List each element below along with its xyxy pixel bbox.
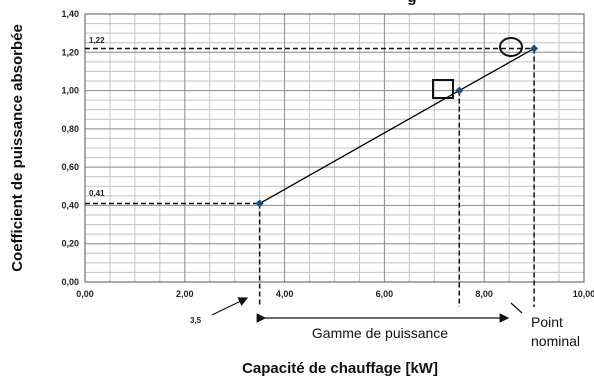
y-tick-label: 1,40 (61, 9, 79, 19)
y-tick-label: 0,20 (61, 239, 79, 249)
y-tick-label: 0,40 (61, 200, 79, 210)
plot-frame (84, 13, 585, 283)
annot-x-low-arrow (211, 297, 249, 316)
y-tick-labels: 0,00 0,20 0,40 0,60 0,80 1,00 1,20 1,40 (61, 9, 79, 287)
nominal-pointer (510, 302, 523, 314)
y-axis-title: Coefficient de puissance absorbée (9, 24, 26, 272)
data-point (455, 86, 464, 95)
highlight-square (432, 79, 454, 99)
data-point (255, 199, 264, 208)
highlight-circle (499, 37, 523, 57)
x-tick-label: 6,00 (376, 289, 394, 299)
range-label: Gamme de puissance (312, 325, 448, 341)
nominal-label-line1: Point (531, 314, 563, 330)
x-tick-label: 10,00 (573, 289, 594, 299)
x-tick-label: 4,00 (276, 289, 294, 299)
y-tick-label: 0,80 (61, 124, 79, 134)
x-axis-title: Capacité de chauffage [kW] (242, 360, 438, 377)
y-tick-label: 0,00 (61, 277, 79, 287)
grid-minor (85, 14, 584, 282)
x-tick-label: 0,00 (76, 289, 94, 299)
x-tick-labels: 0,00 2,00 4,00 6,00 8,00 10,00 (76, 289, 594, 299)
annot-x-low: 3,5 (190, 316, 202, 325)
title-fragment: g (407, 0, 416, 6)
x-tick-label: 2,00 (176, 289, 194, 299)
nominal-label-line2: nominal (531, 333, 580, 349)
y-tick-label: 1,20 (61, 47, 79, 57)
y-tick-label: 0,60 (61, 162, 79, 172)
data-point (530, 44, 539, 53)
data-markers (255, 44, 539, 208)
x-tick-label: 8,00 (475, 289, 493, 299)
annot-y-low: 0,41 (89, 189, 105, 198)
annot-y-high: 1,22 (89, 36, 105, 45)
dashed-guides (85, 47, 535, 307)
y-tick-label: 1,00 (61, 86, 79, 96)
